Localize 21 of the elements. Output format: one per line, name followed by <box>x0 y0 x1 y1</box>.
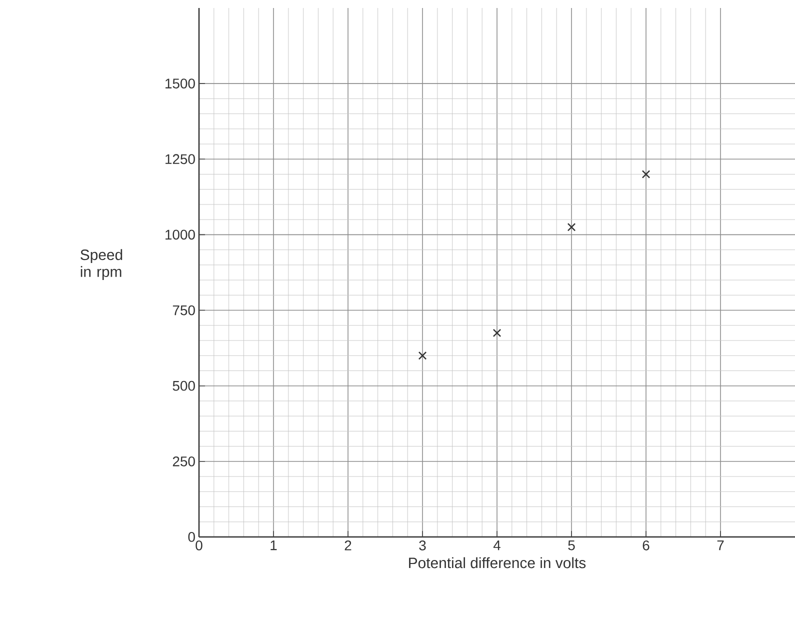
x-tick-label: 3 <box>419 540 426 550</box>
y-tick-label: 750 <box>172 305 195 316</box>
y-tick-label: 1500 <box>166 78 195 88</box>
y-tick-label: 0 <box>188 532 195 542</box>
y-tick-label: 250 <box>172 456 195 466</box>
y-axis-title: Speed in rpm <box>80 249 122 280</box>
y-tick-label: 1000 <box>166 230 195 240</box>
x-tick-label: 5 <box>568 540 575 550</box>
x-tick-label: 0 <box>196 540 202 550</box>
x-tick-label: 1 <box>270 540 277 550</box>
point <box>642 170 650 178</box>
point <box>492 328 502 338</box>
x-tick-label: 7 <box>717 540 724 550</box>
point <box>418 351 427 360</box>
point <box>567 222 576 232</box>
y-tick-label: 1250 <box>166 154 195 164</box>
x-tick-label: 6 <box>642 540 650 550</box>
y-tick-label: 500 <box>172 380 195 391</box>
x-axis-title: Potential difference in volts <box>409 557 586 568</box>
x-tick-label: 4 <box>493 540 500 550</box>
x-tick-label: 2 <box>344 540 352 550</box>
